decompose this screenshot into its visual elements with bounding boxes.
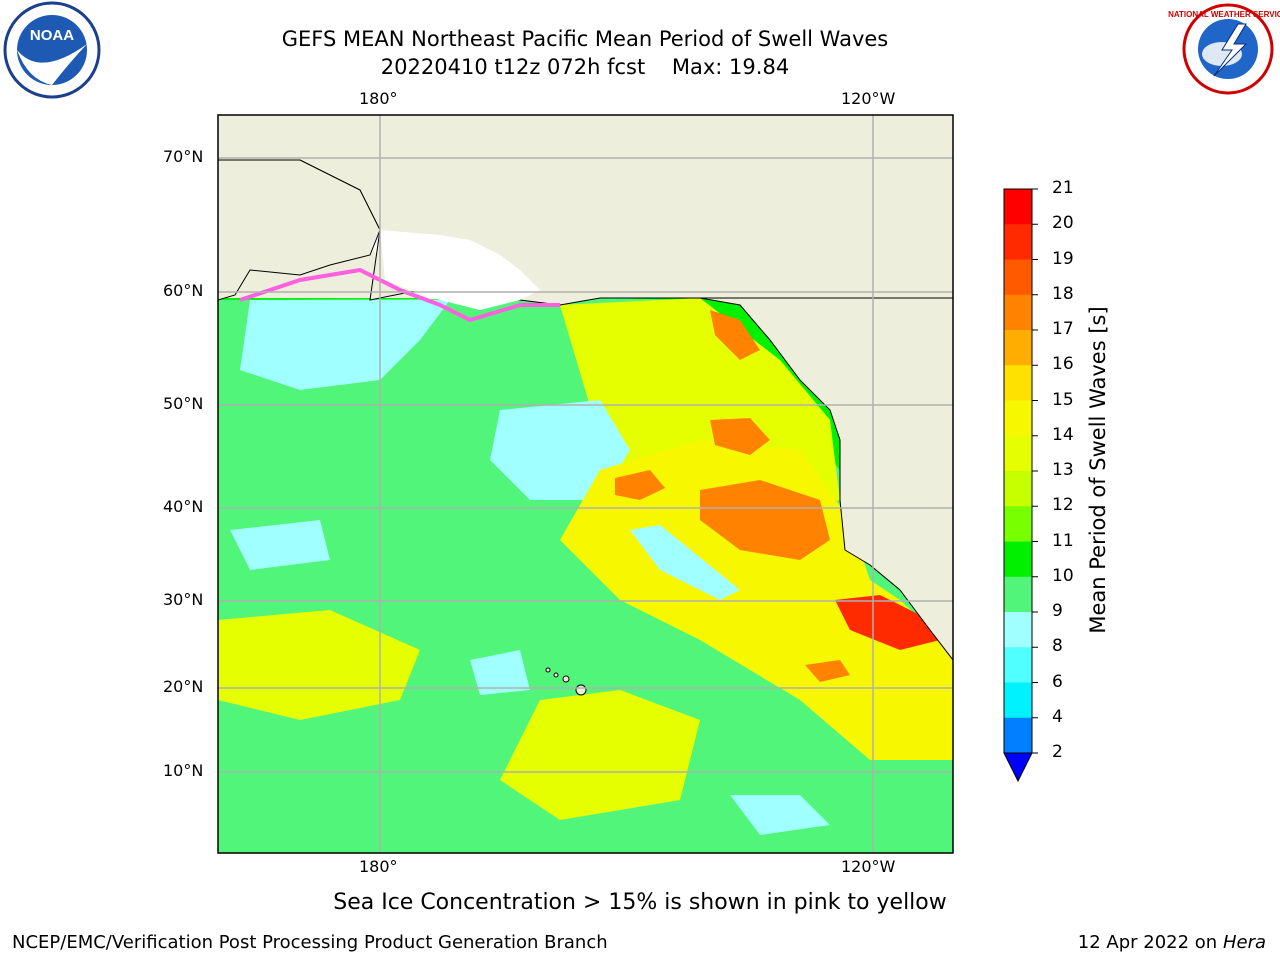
sea-ice-note: Sea Ice Concentration > 15% is shown in … (333, 890, 947, 915)
lon-label-top-120w: 120°W (841, 89, 896, 108)
colorbar-tick-label: 18 (1052, 283, 1074, 304)
colorbar-segment (1004, 435, 1032, 472)
field-central-cyan (490, 400, 630, 500)
colorbar-tick-label: 6 (1052, 671, 1063, 692)
colorbar-segment (1004, 294, 1032, 331)
lat-label-30n: 30°N (163, 590, 204, 609)
colorbar-tick-label: 9 (1052, 601, 1063, 621)
colorbar-tick-label: 14 (1052, 424, 1074, 445)
field-cyan-west (230, 520, 330, 570)
lat-label-50n: 50°N (163, 394, 204, 413)
colorbar-label: Mean Period of Swell Waves [s] (1086, 306, 1110, 634)
field-cyan-streak (630, 525, 740, 600)
colorbar-segment (1004, 224, 1032, 260)
field-orange-swell-3 (615, 470, 665, 500)
lon-label-bottom-180: 180° (359, 857, 398, 876)
field-cyan-south (730, 795, 830, 835)
footer-date-text: 12 Apr 2022 on (1077, 932, 1223, 953)
map-field (218, 115, 953, 853)
footer-host: Hera (1222, 932, 1266, 953)
field-orange-swell-2 (710, 418, 770, 455)
colorbar-segment (1004, 189, 1032, 225)
colorbar-tick-label: 12 (1052, 495, 1074, 516)
colorbar-extend-triangle (1003, 752, 1033, 783)
lat-label-20n: 20°N (163, 677, 204, 696)
colorbar-tick-label: 15 (1052, 389, 1074, 410)
colorbar-segment (1004, 717, 1032, 754)
field-orange-swell-4 (710, 310, 760, 360)
colorbar-segment (1004, 506, 1032, 542)
lon-label-top-180: 180° (359, 89, 398, 108)
field-red-swell (835, 595, 940, 650)
colorbar-segment (1004, 612, 1032, 648)
footer-date: 12 Apr 2022 on Hera (1078, 932, 1266, 953)
colorbar-tick-label: 16 (1052, 354, 1074, 375)
colorbar-tick-label: 13 (1052, 460, 1074, 480)
field-orange-swell-5 (805, 660, 850, 682)
colorbar-tick-label: 10 (1052, 565, 1074, 586)
colorbar-tick-label: 4 (1052, 706, 1063, 727)
field-orange-swell-1 (700, 480, 830, 560)
colorbar-segment (1004, 400, 1032, 437)
lon-label-bottom-120w: 120°W (841, 857, 896, 876)
field-aleutian-cyan (240, 300, 450, 390)
russia-land (218, 115, 381, 301)
colorbar (1003, 188, 1038, 783)
hawaii-islands (545, 667, 587, 696)
colorbar-tick-label: 8 (1052, 636, 1063, 657)
lat-label-60n: 60°N (163, 281, 204, 300)
colorbar-tick-label: 20 (1052, 213, 1074, 234)
north-america-coast (699, 297, 953, 661)
ice-edge-pink (239, 267, 560, 323)
colorbar-segment (1004, 471, 1032, 507)
bering-sea-ice (380, 230, 540, 310)
colorbar-segment (1004, 365, 1032, 401)
colorbar-segment (1004, 647, 1032, 683)
colorbar-segment (1004, 682, 1032, 719)
lat-label-70n: 70°N (163, 147, 204, 166)
colorbar-tick-label: 19 (1052, 248, 1074, 269)
lat-label-10n: 10°N (163, 761, 204, 780)
chart-title: GEFS MEAN Northeast Pacific Mean Period … (281, 27, 889, 51)
colorbar-tick-label: 2 (1052, 742, 1063, 762)
field-yellow-south (500, 690, 700, 820)
field-yellow-southwest (218, 610, 420, 720)
field-cyan-hawaii (470, 650, 530, 695)
lat-label-40n: 40°N (163, 497, 204, 516)
chart-subtitle: 20220410 t12z 072h fcst Max: 19.84 (380, 55, 790, 79)
colorbar-segment (1004, 259, 1032, 296)
footer-credit: NCEP/EMC/Verification Post Processing Pr… (12, 932, 608, 953)
colorbar-tick-label: 11 (1052, 530, 1074, 551)
map-gridlines (218, 115, 953, 853)
colorbar-segment (1004, 330, 1032, 366)
colorbar-segment (1004, 541, 1032, 578)
colorbar-tick-label: 17 (1052, 319, 1074, 339)
colorbar-segment (1004, 576, 1032, 613)
colorbar-tick-label: 21 (1052, 178, 1074, 198)
field-midlat-yellow (560, 440, 953, 760)
map-frame (217, 114, 954, 854)
